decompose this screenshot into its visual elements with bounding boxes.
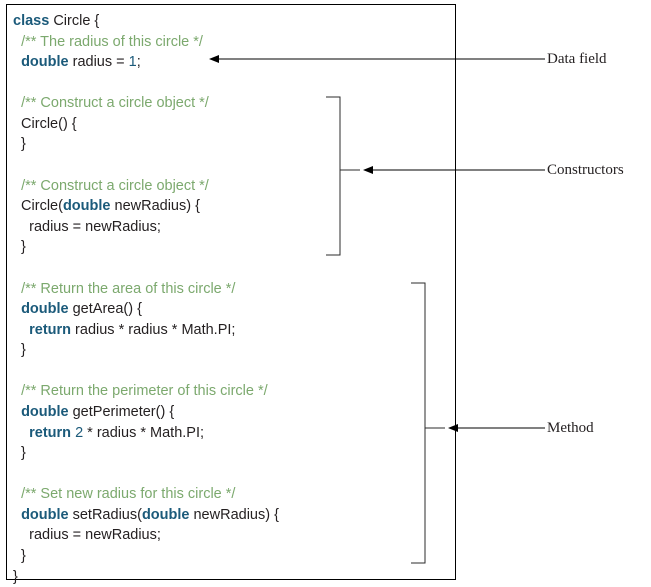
- code-text: [13, 507, 21, 523]
- keyword: double: [21, 404, 69, 420]
- code-text: [13, 301, 21, 317]
- code-line: radius = newRadius;: [13, 525, 447, 546]
- code-line: }: [13, 237, 447, 258]
- code-text: }: [13, 136, 26, 152]
- code-line: }: [13, 443, 447, 464]
- keyword: double: [142, 507, 190, 523]
- code-line: [13, 73, 447, 94]
- code-text: [13, 404, 21, 420]
- comment: /** Return the area of this circle */: [21, 281, 235, 297]
- code-text: [13, 486, 21, 502]
- code-text: [13, 322, 29, 338]
- code-text: }: [13, 239, 26, 255]
- keyword: double: [21, 507, 69, 523]
- code-line: }: [13, 340, 447, 361]
- code-line: double getArea() {: [13, 299, 447, 320]
- code-text: [13, 281, 21, 297]
- code-text: Circle(: [13, 198, 63, 214]
- number: 2: [75, 425, 83, 441]
- keyword: double: [63, 198, 111, 214]
- code-text: ;: [137, 54, 141, 70]
- comment: /** The radius of this circle */: [21, 34, 203, 50]
- keyword: double: [21, 301, 69, 317]
- code-line: }: [13, 134, 447, 155]
- code-box: class Circle { /** The radius of this ci…: [6, 4, 456, 580]
- code-text: [13, 54, 21, 70]
- code-line: }: [13, 546, 447, 567]
- code-text: [13, 425, 29, 441]
- label-method: Method: [547, 420, 594, 437]
- code-text: * radius * Math.PI;: [83, 425, 204, 441]
- number: 1: [129, 54, 137, 70]
- code-line: /** Construct a circle object */: [13, 176, 447, 197]
- code-line: /** Return the perimeter of this circle …: [13, 381, 447, 402]
- code-line: [13, 464, 447, 485]
- code-line: /** The radius of this circle */: [13, 32, 447, 53]
- code-text: radius = newRadius;: [13, 219, 161, 235]
- code-text: }: [13, 548, 26, 564]
- code-text: Circle() {: [13, 116, 77, 132]
- code-text: radius = newRadius;: [13, 527, 161, 543]
- code-text: [13, 178, 21, 194]
- code-line: double setRadius(double newRadius) {: [13, 505, 447, 526]
- code-text: [13, 383, 21, 399]
- code-text: }: [13, 569, 18, 585]
- code-line: /** Set new radius for this circle */: [13, 484, 447, 505]
- code-text: [13, 75, 17, 91]
- code-line: /** Return the area of this circle */: [13, 279, 447, 300]
- code-text: }: [13, 342, 26, 358]
- comment: /** Construct a circle object */: [21, 95, 209, 111]
- code-line: return radius * radius * Math.PI;: [13, 320, 447, 341]
- code-line: [13, 361, 447, 382]
- keyword: return: [29, 425, 71, 441]
- keyword: double: [21, 54, 69, 70]
- code-text: newRadius) {: [189, 507, 278, 523]
- code-text: radius =: [69, 54, 129, 70]
- code-line: double getPerimeter() {: [13, 402, 447, 423]
- code-text: radius * radius * Math.PI;: [71, 322, 235, 338]
- code-line: double radius = 1;: [13, 52, 447, 73]
- comment: /** Return the perimeter of this circle …: [21, 383, 268, 399]
- code-text: getArea() {: [69, 301, 142, 317]
- code-text: newRadius) {: [110, 198, 199, 214]
- label-data-field: Data field: [547, 51, 607, 68]
- code-line: Circle(double newRadius) {: [13, 196, 447, 217]
- label-constructors: Constructors: [547, 162, 624, 179]
- code-line: return 2 * radius * Math.PI;: [13, 423, 447, 444]
- code-line: [13, 155, 447, 176]
- code-text: Circle {: [53, 13, 99, 29]
- code-text: [13, 95, 21, 111]
- code-line: radius = newRadius;: [13, 217, 447, 238]
- code-text: [13, 466, 17, 482]
- keyword: class: [13, 13, 53, 29]
- code-text: setRadius(: [69, 507, 142, 523]
- code-line: Circle() {: [13, 114, 447, 135]
- code-text: getPerimeter() {: [69, 404, 175, 420]
- code-text: }: [13, 445, 26, 461]
- code-text: [13, 157, 17, 173]
- comment: /** Construct a circle object */: [21, 178, 209, 194]
- code-line: /** Construct a circle object */: [13, 93, 447, 114]
- code-text: [13, 260, 17, 276]
- code-text: [13, 363, 17, 379]
- code-text: [13, 34, 21, 50]
- keyword: return: [29, 322, 71, 338]
- comment: /** Set new radius for this circle */: [21, 486, 235, 502]
- code-line: class Circle {: [13, 11, 447, 32]
- code-line: [13, 258, 447, 279]
